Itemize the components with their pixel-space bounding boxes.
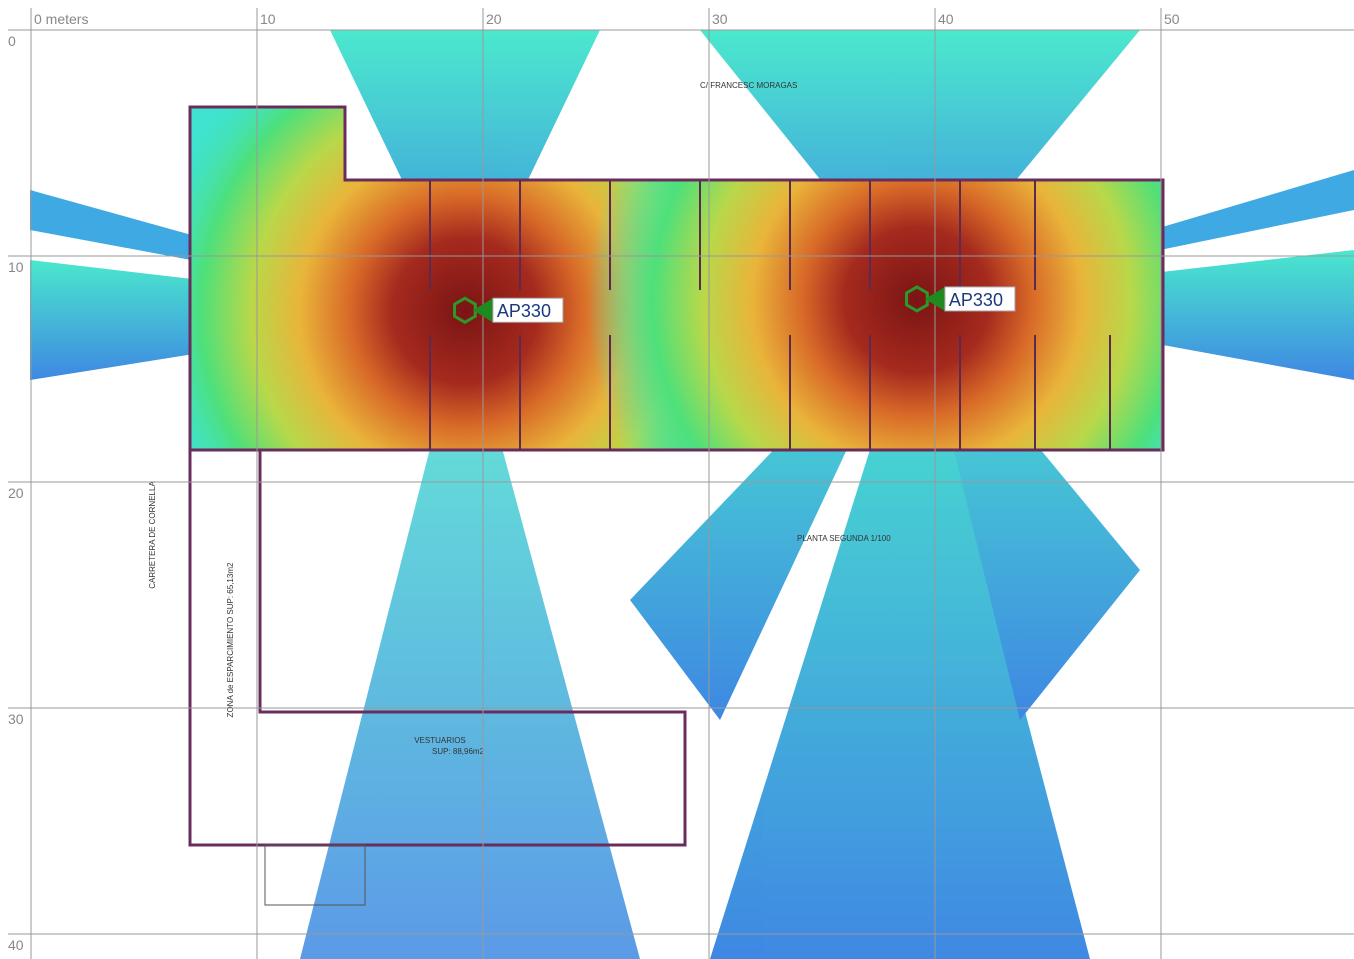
street-label: C/ FRANCESC MORAGAS	[700, 81, 797, 90]
y-tick-label: 10	[8, 259, 24, 275]
ap-label: AP330	[497, 301, 551, 321]
y-tick-label: 20	[8, 485, 24, 501]
x-tick-label: 40	[938, 11, 954, 27]
floor-plan: C/ FRANCESC MORAGAS PLANTA SEGUNDA 1/100…	[148, 81, 1165, 906]
ap-label-box	[944, 286, 1016, 312]
x-tick-label: 20	[486, 11, 502, 27]
y-tick-label: 40	[8, 937, 24, 953]
ap-label: AP330	[949, 290, 1003, 310]
grid: 0 meters 10 20 30 40 50 0 10 20 30 40	[8, 8, 1354, 959]
floor-label: PLANTA SEGUNDA 1/100	[797, 534, 891, 543]
zone-label: ZONA de ESPARCIMIENTO SUP: 65,13m2	[226, 562, 235, 717]
ap-icon	[905, 285, 929, 313]
ap-pointer	[472, 298, 493, 323]
room-label: VESTUARIOS	[414, 736, 466, 745]
ap-pointer	[924, 286, 945, 311]
x-tick-label: 30	[712, 11, 728, 27]
road-label: CARRETERA DE CORNELLA	[148, 481, 157, 589]
access-point[interactable]: AP330	[905, 285, 1016, 313]
x-tick-label: 0 meters	[34, 11, 88, 27]
ap-label-box	[492, 297, 564, 323]
y-tick-label: 0	[8, 33, 16, 49]
access-points: AP330 AP330	[453, 285, 1016, 324]
x-tick-label: 10	[260, 11, 276, 27]
ap-icon	[453, 296, 477, 324]
access-point[interactable]: AP330	[453, 296, 564, 324]
y-tick-label: 30	[8, 711, 24, 727]
room-area: SUP: 88,96m2	[432, 747, 485, 756]
x-tick-label: 50	[1164, 11, 1180, 27]
